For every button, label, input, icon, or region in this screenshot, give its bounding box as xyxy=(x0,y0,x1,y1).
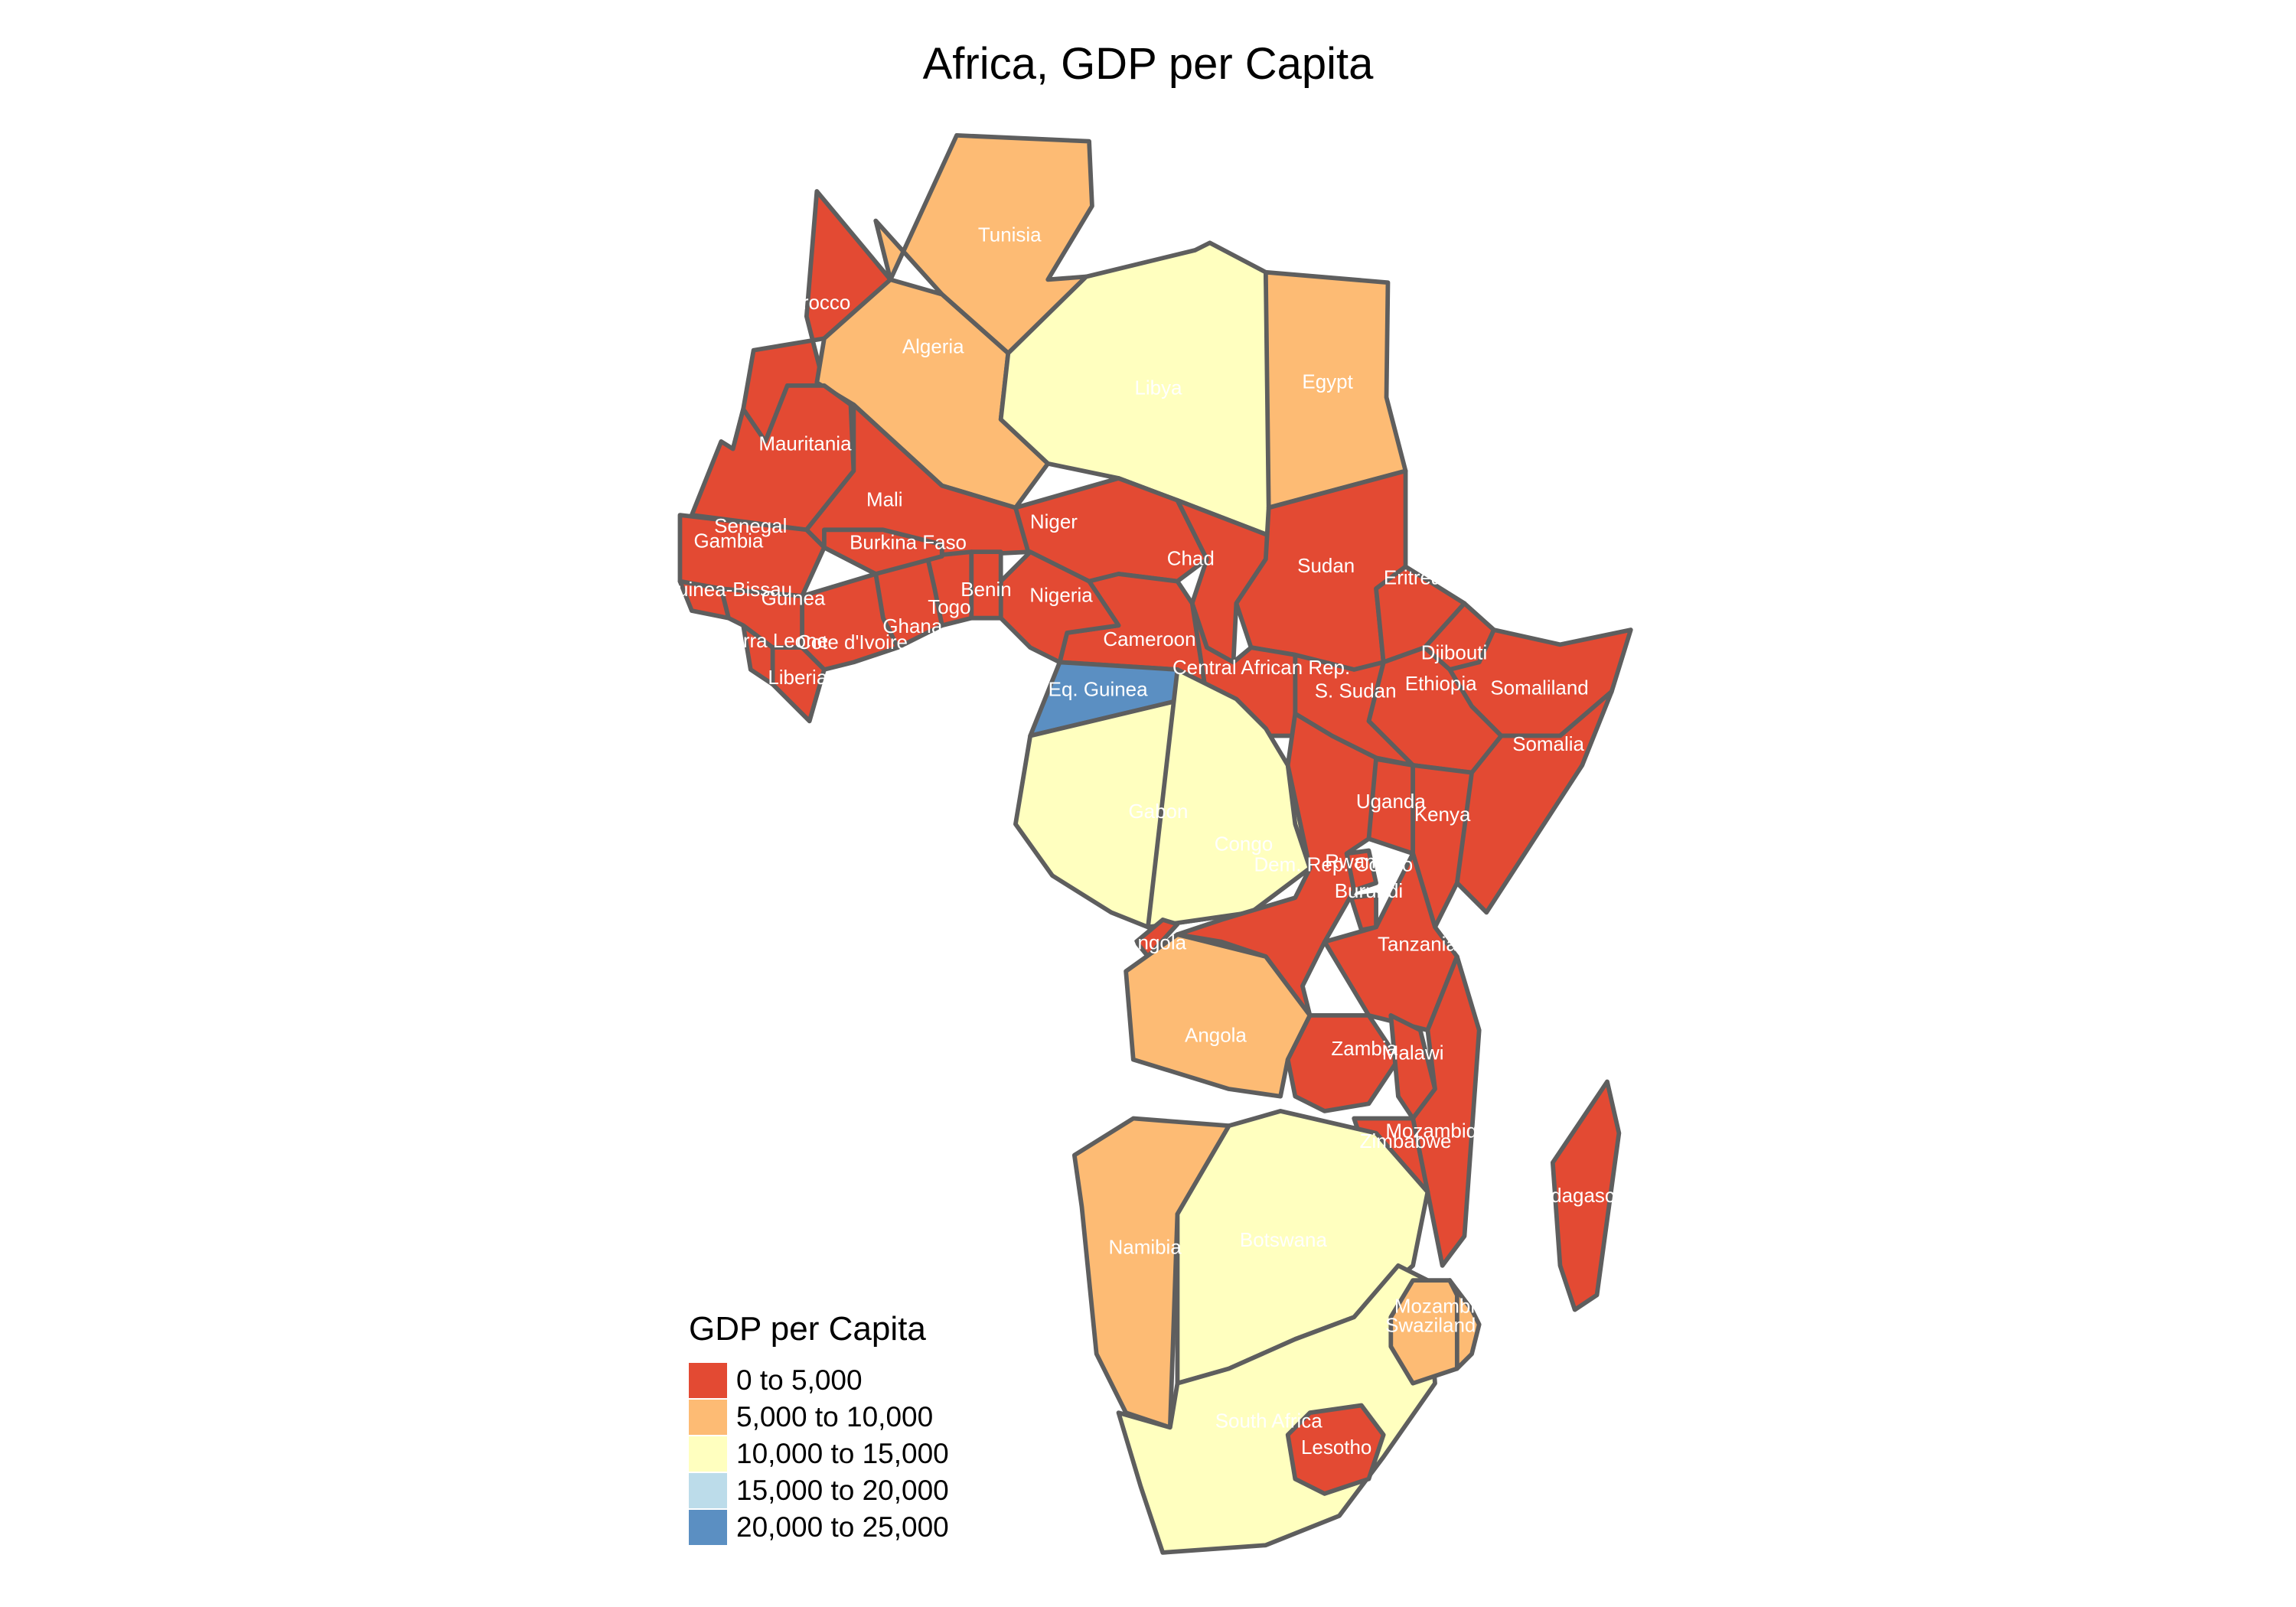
country-label-benin: Benin xyxy=(960,578,1011,601)
country-label-togo: Togo xyxy=(928,595,970,618)
country-label-central-african-rep: Central African Rep. xyxy=(1172,656,1350,679)
legend: GDP per Capita 0 to 5,000 5,000 to 10,000… xyxy=(689,1310,949,1546)
legend-label: 20,000 to 25,000 xyxy=(736,1511,949,1543)
country-senegal xyxy=(677,513,827,598)
country-label-somaliland: Somaliland xyxy=(1490,676,1588,699)
country-label-kenya: Kenya xyxy=(1414,803,1471,826)
country-label-angola: Angola xyxy=(1124,931,1186,953)
country-egypt xyxy=(1263,269,1408,510)
country-label-rwanda: Rwanda xyxy=(1325,850,1398,873)
country-label-egypt: Egypt xyxy=(1302,370,1353,393)
country-label-tunisia: Tunisia xyxy=(978,223,1042,246)
country-label-dem-rep-congo: Dem. Rep. Congo xyxy=(1254,852,1413,875)
legend-item: 5,000 to 10,000 xyxy=(689,1399,949,1436)
country-tunisia xyxy=(873,133,1094,356)
country-mauritania xyxy=(689,383,856,533)
country-label-zambia: Zambia xyxy=(1331,1037,1397,1060)
country-label-burkina-faso: Burkina Faso xyxy=(850,530,967,553)
country-madagascar xyxy=(1550,1079,1622,1312)
legend-title: GDP per Capita xyxy=(689,1310,926,1348)
country-label-gambia: Gambia xyxy=(693,529,763,552)
legend-item: 20,000 to 25,000 xyxy=(689,1509,949,1546)
country-label-ethiopia: Ethiopia xyxy=(1405,672,1477,695)
country-label-algeria: Algeria xyxy=(902,335,964,358)
country-mozambique xyxy=(1447,1278,1482,1371)
legend-label: 15,000 to 20,000 xyxy=(736,1475,949,1506)
country-label-mozambique: Mozambique xyxy=(1394,1294,1508,1317)
legend-swatch xyxy=(689,1510,727,1545)
country-label-sudan: Sudan xyxy=(1297,554,1355,577)
country-label-namibia: Namibia xyxy=(1109,1235,1182,1258)
country-label-guinea: Guinea xyxy=(762,586,826,609)
country-label-niger: Niger xyxy=(1030,510,1078,533)
country-label-swaziland: Swaziland xyxy=(1385,1313,1476,1336)
country-label-uganda: Uganda xyxy=(1356,790,1426,813)
country-label-sierra-leone: Sierra Leone xyxy=(714,629,828,652)
country-label-mozambique: Mozambique xyxy=(1385,1120,1499,1143)
country-label-djibouti: Djibouti xyxy=(1421,641,1488,664)
legend-swatch xyxy=(689,1400,727,1435)
legend-label: 0 to 5,000 xyxy=(736,1364,863,1396)
country-label-south-africa: South Africa xyxy=(1215,1409,1323,1432)
country-label-guinea-bissau: Guinea-Bissau xyxy=(662,578,792,601)
country-label-eq-guinea: Eq. Guinea xyxy=(1049,678,1148,701)
country-label-botswana: Botswana xyxy=(1240,1228,1328,1251)
legend-label: 10,000 to 15,000 xyxy=(736,1438,949,1469)
country-label-somalia: Somalia xyxy=(1512,732,1584,755)
country-label-lesotho: Lesotho xyxy=(1301,1436,1371,1459)
country-mozambique xyxy=(1411,954,1482,1268)
country-label-mauritania: Mauritania xyxy=(758,432,852,455)
legend-item: 15,000 to 20,000 xyxy=(689,1472,949,1509)
country-label-tanzania: Tanzania xyxy=(1378,932,1457,955)
country-kenya xyxy=(1411,763,1474,930)
country-label-ghana: Ghana xyxy=(882,614,942,637)
legend-item: 10,000 to 15,000 xyxy=(689,1436,949,1472)
country-label-eritrea: Eritrea xyxy=(1384,566,1443,588)
country-label-libya: Libya xyxy=(1134,376,1182,399)
country-label-cote-d-ivoire: Cote d'Ivoire xyxy=(797,631,908,654)
country-label-s-sudan: S. Sudan xyxy=(1315,680,1397,702)
country-zambia xyxy=(1285,1013,1401,1113)
legend-swatch xyxy=(689,1473,727,1508)
legend-items: 0 to 5,000 5,000 to 10,000 10,000 to 15,00… xyxy=(689,1362,949,1546)
legend-item: 0 to 5,000 xyxy=(689,1362,949,1399)
country-label-chad: Chad xyxy=(1167,546,1215,569)
country-label-liberia: Liberia xyxy=(768,666,827,689)
country-angola xyxy=(1133,918,1180,959)
legend-swatch xyxy=(689,1363,727,1398)
legend-swatch xyxy=(689,1436,727,1472)
country-label-angola: Angola xyxy=(1185,1024,1247,1047)
country-lesotho xyxy=(1285,1403,1386,1496)
country-label-mali: Mali xyxy=(866,488,903,511)
legend-label: 5,000 to 10,000 xyxy=(736,1401,934,1433)
country-label-gabon: Gabon xyxy=(1128,800,1188,823)
country-angola xyxy=(1124,932,1313,1099)
country-label-malawi: Malawi xyxy=(1382,1041,1444,1064)
country-label-morocco: Morocco xyxy=(775,291,851,314)
country-label-senegal: Senegal xyxy=(714,514,787,537)
country-label-madagascar: Madagascar xyxy=(1523,1184,1632,1207)
map-title: Africa, GDP per Capita xyxy=(922,39,1374,89)
country-label-congo: Congo xyxy=(1215,833,1273,856)
country-label-burundi: Burundi xyxy=(1335,879,1403,902)
country-label-cameroon: Cameroon xyxy=(1103,627,1195,650)
country-label-zimbabwe: Zimbabwe xyxy=(1360,1129,1452,1152)
country-label-nigeria: Nigeria xyxy=(1029,584,1093,607)
